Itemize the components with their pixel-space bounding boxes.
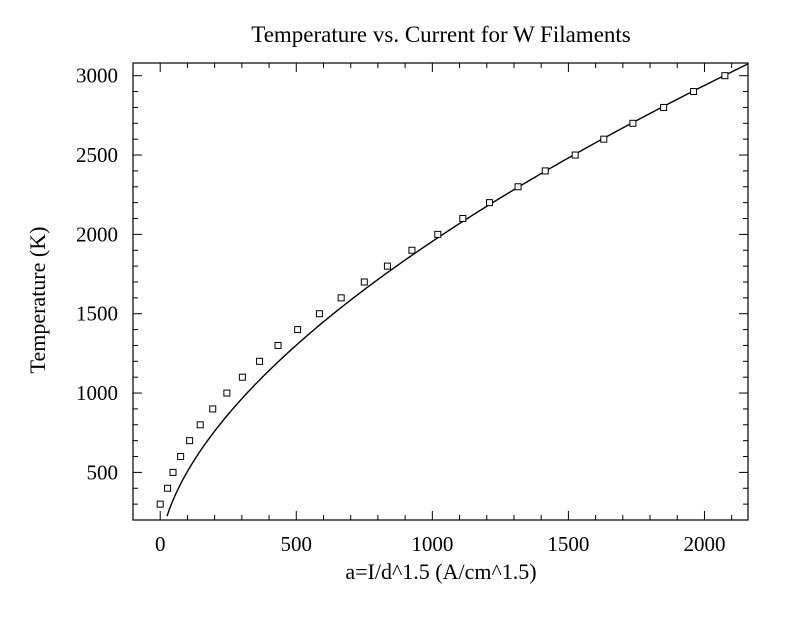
data-point [337, 294, 345, 302]
data-point [721, 72, 729, 80]
x-axis-label: a=I/d^1.5 (A/cm^1.5) [345, 559, 536, 584]
data-point [156, 500, 164, 508]
data-point [383, 262, 391, 270]
data-point [514, 183, 522, 191]
data-point [459, 215, 467, 223]
data-point [196, 421, 204, 429]
y-tick-label: 2500 [76, 143, 118, 167]
data-point [223, 389, 231, 397]
data-point [209, 405, 217, 413]
x-tick-label: 1500 [547, 532, 589, 556]
data-point [571, 151, 579, 159]
data-point [186, 437, 194, 445]
fit-curve [166, 63, 749, 517]
data-point [600, 135, 608, 143]
x-tick-label: 0 [155, 532, 166, 556]
data-point [408, 246, 416, 254]
data-markers [156, 72, 729, 508]
data-point [177, 453, 185, 461]
y-axis-label: Temperature (K) [25, 227, 50, 374]
data-point [164, 484, 172, 492]
x-tick-label: 2000 [683, 532, 725, 556]
axis-ticks [132, 63, 748, 521]
chart-title: Temperature vs. Current for W Filaments [251, 22, 631, 47]
x-tick-label: 500 [281, 532, 313, 556]
data-point [315, 310, 323, 318]
y-tick-label: 3000 [76, 64, 118, 88]
y-tick-label: 500 [87, 460, 119, 484]
y-tick-label: 1500 [76, 302, 118, 326]
data-point [690, 88, 698, 96]
data-point [360, 278, 368, 286]
data-point [169, 468, 177, 476]
y-tick-labels: 500 1000 1500 2000 2500 3000 [76, 64, 118, 485]
data-point [485, 199, 493, 207]
x-tick-label: 1000 [411, 532, 453, 556]
data-point [541, 167, 549, 175]
data-point [256, 357, 264, 365]
data-point [294, 326, 302, 334]
data-point [274, 341, 282, 349]
y-tick-label: 2000 [76, 222, 118, 246]
data-point [660, 103, 668, 111]
x-tick-labels: 0 500 1000 1500 2000 [155, 532, 725, 556]
data-point [238, 373, 246, 381]
plot-frame [132, 62, 749, 521]
data-point [629, 119, 637, 127]
y-tick-label: 1000 [76, 381, 118, 405]
data-point [434, 230, 442, 238]
